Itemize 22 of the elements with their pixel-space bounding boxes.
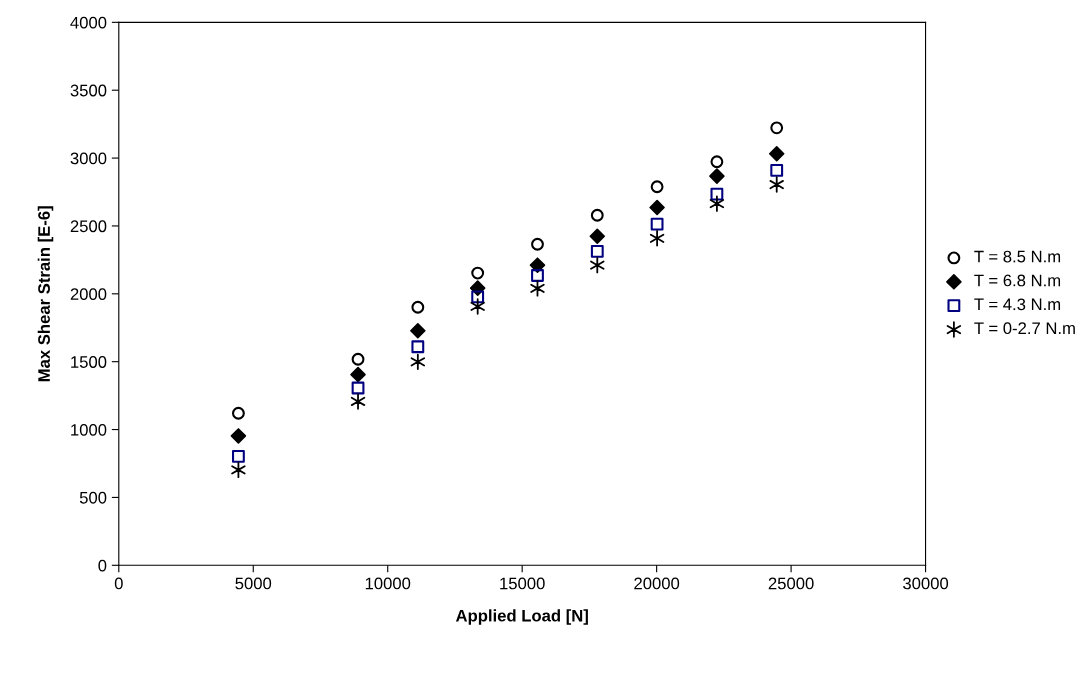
y-tick-label: 2500: [70, 220, 107, 233]
y-tick-label: 2000: [70, 288, 107, 301]
y-tick-label: 4000: [70, 16, 107, 29]
x-tick-label: 20000: [634, 577, 680, 590]
y-tick-label: 1000: [71, 423, 107, 436]
y-tick-label: 3500: [70, 84, 107, 97]
legend-label: T = 0-2.7 N.m: [974, 322, 1075, 335]
x-axis-title: Applied Load [N]: [455, 609, 588, 625]
x-tick-label: 10000: [365, 577, 411, 590]
legend-label: T = 6.8 N.m: [974, 274, 1061, 287]
x-tick-label: 25000: [768, 577, 814, 590]
y-tick-label: 0: [98, 559, 107, 572]
x-tick-label: 30000: [903, 577, 949, 590]
x-tick-label: 0: [114, 577, 123, 590]
y-tick-label: 3000: [70, 152, 107, 165]
y-tick-label: 500: [79, 491, 107, 504]
x-tick-label: 5000: [235, 577, 272, 590]
y-tick-label: 1500: [71, 356, 107, 368]
legend-label: T = 4.3 N.m: [974, 298, 1061, 311]
legend-label: T = 8.5 N.m: [974, 250, 1061, 263]
x-tick-label: 15000: [500, 577, 545, 590]
y-axis-title: Max Shear Strain [E-6]: [37, 206, 54, 382]
